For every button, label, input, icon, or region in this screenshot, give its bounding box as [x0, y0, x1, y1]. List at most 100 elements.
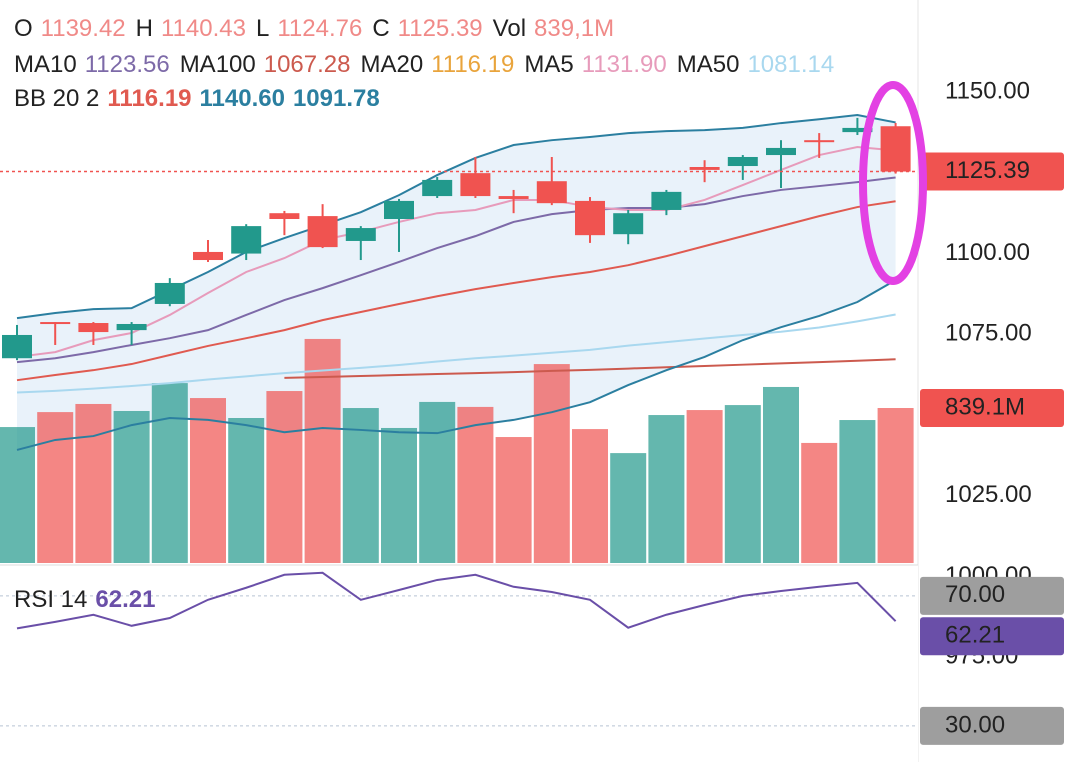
candle-body: [651, 191, 682, 210]
volume-bar: [877, 408, 914, 563]
volume-bar: [763, 386, 799, 563]
legend-key: MA100: [180, 51, 256, 78]
candle-body: [498, 196, 529, 199]
bb-legend: BB 20 2 1116.19 1140.60 1091.78: [14, 85, 380, 112]
volume-bar: [266, 391, 303, 563]
volume-bar: [419, 401, 456, 563]
legend-key: MA10: [14, 51, 77, 78]
candle-body: [727, 156, 758, 167]
legend-key: C: [372, 15, 389, 42]
rsi-line: [16, 571, 897, 630]
legend-value: 1091.78: [293, 85, 380, 112]
candle-body: [766, 147, 796, 156]
volume-bar: [75, 403, 112, 563]
legend-value: 1139.42: [41, 15, 126, 42]
legend-key: H: [136, 15, 153, 42]
candle-body: [613, 213, 644, 235]
legend-value: 1116.19: [431, 51, 514, 78]
legend-value: 1140.60: [200, 85, 285, 112]
candle-body: [154, 282, 185, 304]
rsi-legend: RSI 14 62.21: [14, 586, 155, 613]
price-tag: 1125.39: [945, 157, 1030, 184]
price-tag-bg: [920, 152, 1064, 191]
candle-body: [804, 140, 835, 143]
candle-body: [307, 216, 338, 248]
candle-body: [193, 251, 223, 261]
candle-body: [536, 181, 567, 204]
rsi-value-tag: 62.21: [945, 622, 1005, 649]
volume-bar: [801, 442, 838, 563]
legend-value: 1124.76: [277, 15, 362, 42]
volume-bar: [304, 338, 341, 563]
rsi-value-tag-bg: [920, 617, 1064, 656]
rsi-level-tag-bg: [920, 706, 1064, 745]
legend-key: Vol: [493, 15, 526, 42]
candle-body: [116, 323, 147, 331]
volume-bar: [113, 410, 150, 563]
candle-body: [2, 334, 32, 359]
legend-key: L: [256, 15, 269, 42]
candle-body: [575, 200, 605, 236]
legend-value: 1123.56: [85, 51, 170, 78]
volume-bar: [228, 418, 265, 563]
y-tick-label: 1100.00: [945, 239, 1030, 266]
rsi-level-tag: 30.00: [945, 711, 1005, 738]
candle-body: [842, 127, 873, 133]
volume-bar: [457, 406, 494, 563]
legend-key: MA50: [677, 51, 740, 78]
candle-body: [40, 322, 71, 325]
ma-line: [16, 313, 896, 394]
legend-key: MA20: [361, 51, 424, 78]
volume-tag-bg: [920, 389, 1064, 428]
legend-value: 1116.19: [107, 85, 191, 112]
ma-line: [284, 358, 896, 379]
volume-bar: [572, 429, 608, 563]
rsi-pane: [0, 565, 918, 762]
ohlc-legend: O 1139.42 H 1140.43 L 1124.76 C 1125.39 Vol 839,1…: [14, 15, 614, 42]
bb-lower-line: [16, 279, 897, 451]
candle-body: [880, 126, 911, 172]
legend-key: BB 20 2: [14, 85, 99, 112]
volume-bar: [190, 398, 226, 563]
legend-value: 62.21: [95, 586, 155, 613]
highlight-ring: [859, 81, 927, 285]
legend-key: MA5: [524, 51, 573, 78]
volume-bar: [495, 437, 532, 563]
ma-line: [16, 176, 896, 364]
candle-body: [689, 167, 720, 170]
legend-value: 1140.43: [161, 15, 246, 42]
volume-bar: [648, 415, 685, 563]
ma-line: [16, 145, 896, 358]
candle-body: [345, 228, 376, 241]
candle-body: [231, 226, 262, 254]
volume-bar: [342, 408, 379, 563]
legend-value: 1125.39: [398, 15, 483, 42]
volume-bar: [686, 410, 723, 563]
rsi-level-tag: 70.00: [945, 581, 1005, 608]
volume-bar: [724, 405, 761, 563]
candle-body: [460, 173, 491, 197]
legend-value: 839,1M: [534, 15, 614, 42]
legend-key: RSI 14: [14, 586, 87, 613]
y-tick-label: 1025.00: [945, 481, 1032, 508]
candle-body: [384, 200, 414, 220]
rsi-level-tag-bg: [920, 576, 1064, 615]
bb-basis-line: [16, 200, 896, 382]
legend-value: 1131.90: [582, 51, 667, 78]
legend-value: 1067.28: [264, 51, 351, 78]
candle-body: [78, 323, 109, 333]
volume-bar: [610, 453, 647, 563]
y-tick-label: 1075.00: [945, 320, 1032, 347]
ma-legend: MA10 1123.56 MA100 1067.28 MA20 1116.19 MA5 113…: [14, 51, 834, 78]
candle-body: [422, 179, 453, 197]
volume-bar: [533, 364, 570, 563]
legend-key: O: [14, 15, 33, 42]
volume-bar: [151, 383, 188, 563]
y-tick-label: 1150.00: [945, 77, 1030, 104]
volume-bar: [381, 427, 417, 563]
volume-bar: [839, 420, 876, 563]
candle-body: [269, 213, 300, 220]
volume-bar: [37, 412, 74, 563]
legend-value: 1081.14: [747, 51, 834, 78]
